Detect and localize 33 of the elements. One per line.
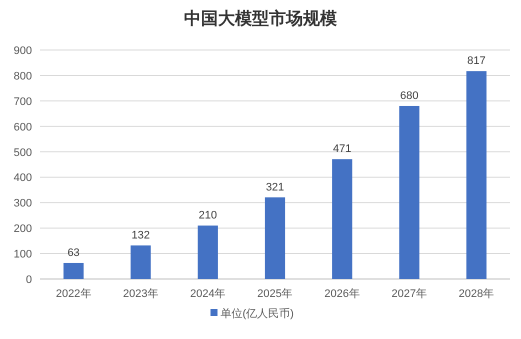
x-tick-label: 2025年 [257, 288, 293, 300]
bar [466, 71, 486, 279]
bar [399, 106, 420, 279]
y-tick-label: 500 [14, 146, 32, 159]
data-label: 680 [400, 90, 418, 102]
bar [332, 159, 352, 279]
y-tick-label: 800 [14, 70, 32, 82]
x-tick-label: 2026年 [324, 288, 360, 300]
bar [64, 262, 84, 279]
x-tick-label: 2023年 [122, 288, 158, 300]
data-label: 471 [332, 143, 352, 156]
bar [130, 245, 151, 279]
y-tick-label: 600 [14, 121, 32, 134]
y-tick-label: 300 [14, 198, 32, 210]
bar [198, 226, 218, 279]
data-label: 210 [198, 210, 218, 222]
y-tick-label: 100 [14, 248, 32, 261]
y-tick-label: 700 [14, 96, 32, 108]
x-tick-label: 2022年 [56, 288, 92, 300]
y-tick-label: 0 [26, 274, 32, 286]
data-label: 132 [132, 229, 150, 242]
bar [264, 197, 286, 279]
data-label: 817 [467, 55, 486, 68]
y-tick-label: 900 [14, 45, 32, 57]
y-tick-label: 200 [14, 223, 32, 236]
data-label: 321 [266, 181, 284, 194]
x-tick-label: 2028年 [458, 288, 494, 300]
x-tick-label: 2024年 [190, 288, 226, 300]
legend-label: 单位(亿人民币) [220, 307, 294, 320]
y-tick-label: 400 [14, 172, 32, 184]
data-label: 63 [67, 246, 80, 259]
x-tick-label: 2027年 [392, 288, 428, 300]
chart-title: 中国大模型市场规模 [184, 9, 337, 28]
